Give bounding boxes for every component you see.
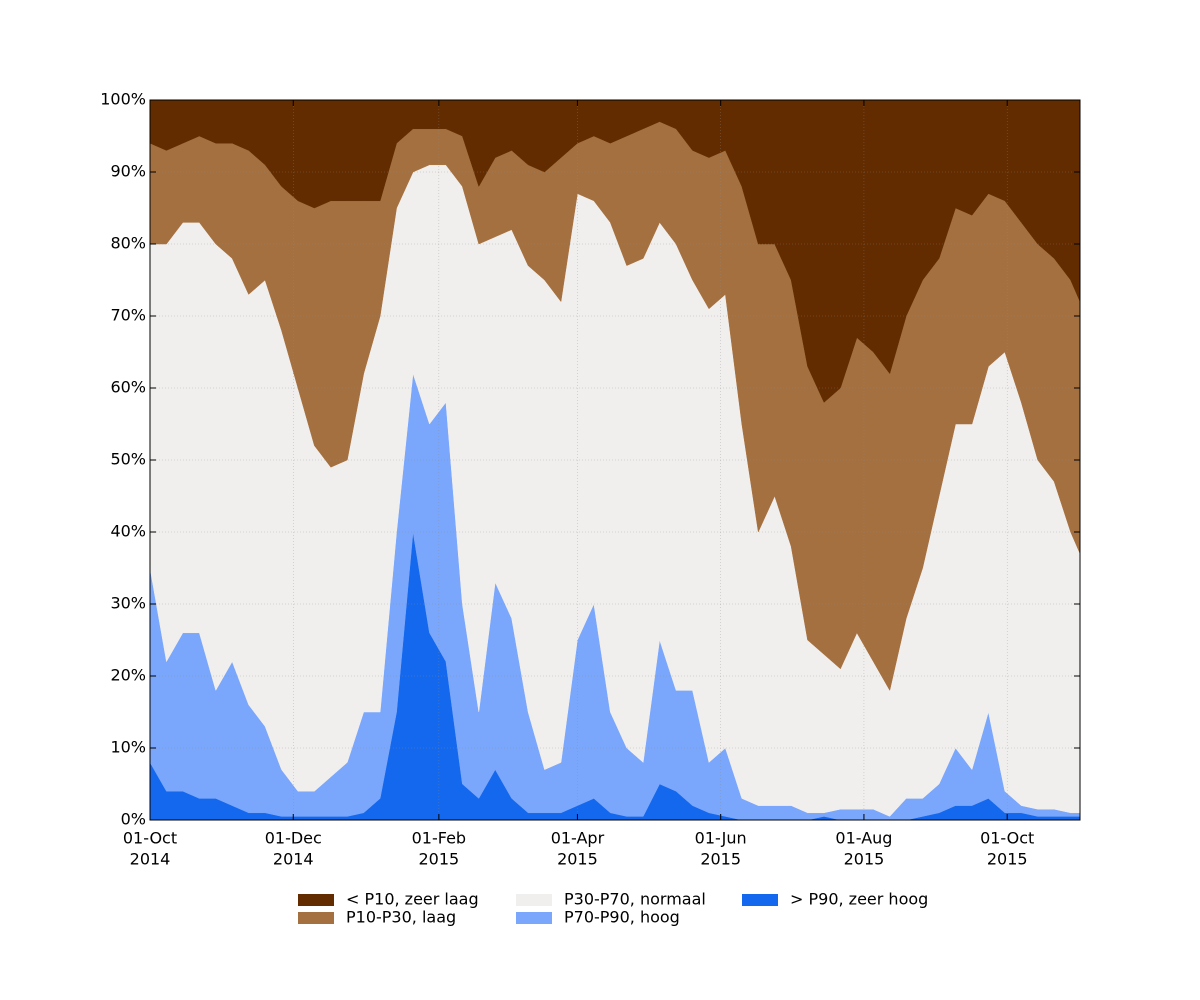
legend-swatch [298,894,334,906]
y-tick-label: 60% [110,378,146,397]
x-tick-label: 2015 [419,850,460,869]
x-tick-label: 2015 [700,850,741,869]
x-tick-label: 01-Dec [265,829,322,848]
y-tick-label: 0% [121,810,146,829]
x-tick-label: 2015 [557,850,598,869]
y-tick-label: 90% [110,162,146,181]
x-tick-label: 01-Aug [835,829,892,848]
legend-swatch [516,894,552,906]
x-tick-label: 01-Apr [551,829,605,848]
y-tick-label: 10% [110,738,146,757]
x-tick-label: 2014 [130,850,171,869]
legend-swatch [516,912,552,924]
x-tick-label: 2015 [987,850,1028,869]
plot-frame [149,99,1081,821]
y-tick-label: 40% [110,522,146,541]
y-tick-label: 70% [110,306,146,325]
legend-swatch [298,912,334,924]
x-tick-label: 2014 [273,850,314,869]
x-tick-label: 01-Feb [412,829,466,848]
legend-swatch [742,894,778,906]
x-tick-label: 01-Jun [695,829,747,848]
legend-label: P70-P90, hoog [564,908,680,927]
y-tick-label: 20% [110,666,146,685]
y-tick-label: 100% [100,90,146,109]
y-tick-label: 80% [110,234,146,253]
x-tick-label: 2015 [844,850,885,869]
x-tick-label: 01-Oct [123,829,177,848]
legend-label: < P10, zeer laag [346,890,479,909]
legend-label: > P90, zeer hoog [790,890,928,909]
y-tick-label: 50% [110,450,146,469]
y-tick-label: 30% [110,594,146,613]
axes: 0% 10% 20% 30% 40% 50% 60% 70% 80% 90% 100% 01-Oct 2… [100,90,1081,869]
x-tick-label: 01-Oct [980,829,1034,848]
legend-label: P30-P70, normaal [564,890,706,909]
plot-area [149,99,1081,821]
legend-label: P10-P30, laag [346,908,456,927]
